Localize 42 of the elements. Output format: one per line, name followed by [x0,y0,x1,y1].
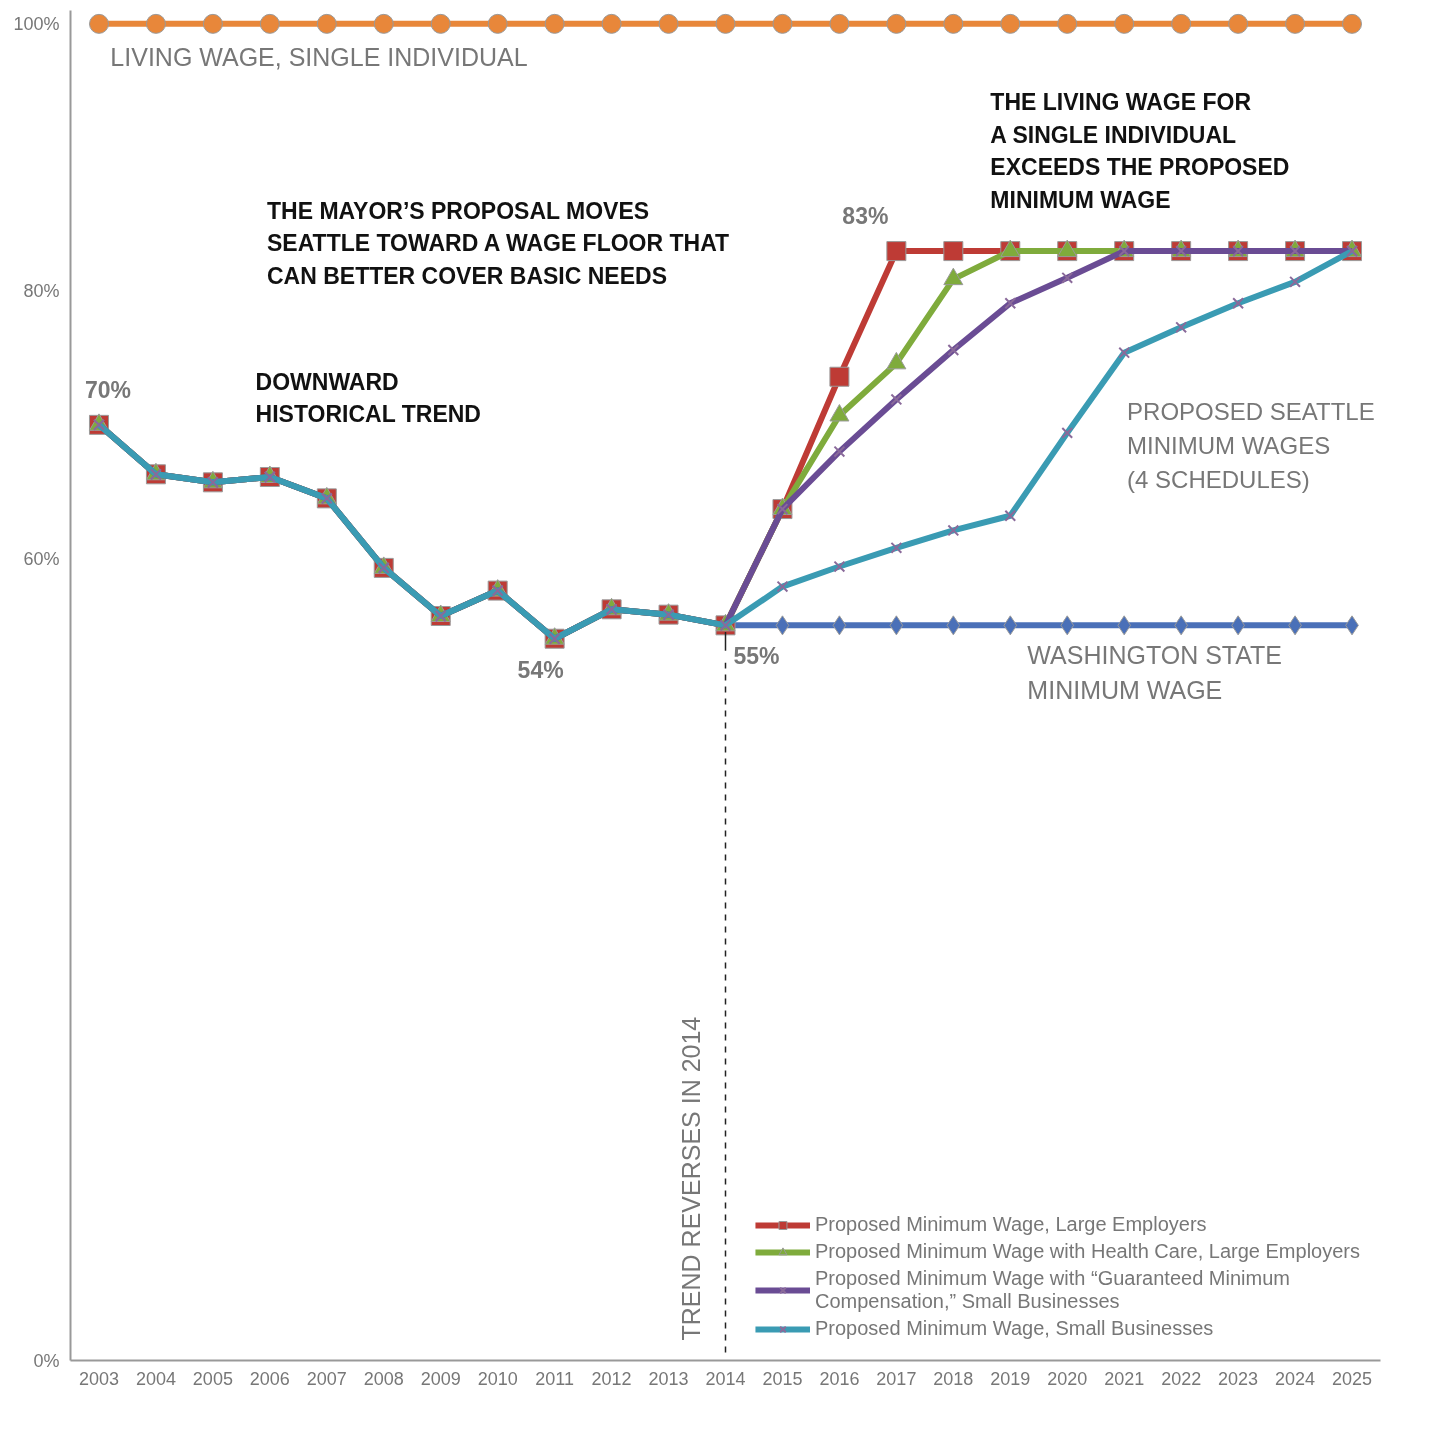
x-tick-label: 2016 [819,1368,860,1389]
x-tick-label: 2003 [78,1368,119,1389]
legend-label: Proposed Minimum Wage with Health Care, Large Employers [814,1240,1360,1263]
x-tick-label: 2008 [363,1368,404,1389]
x-tick-label: 2005 [192,1368,233,1389]
x-tick-label: 2022 [1161,1368,1202,1389]
x-tick-label: 2009 [420,1368,461,1389]
annotation: 55% [733,643,780,670]
x-tick-label: 2013 [648,1368,689,1389]
y-tick-label: 100% [13,13,60,34]
y-tick-label: 60% [23,548,60,569]
x-tick-label: 2018 [933,1368,974,1389]
x-tick-label: 2023 [1218,1368,1259,1389]
x-tick-label: 2007 [306,1368,347,1389]
x-tick-label: 2015 [762,1368,803,1389]
x-tick-label: 2014 [705,1368,746,1389]
annotation: LIVING WAGE, SINGLE INDIVIDUAL [110,42,528,71]
x-tick-label: 2012 [591,1368,632,1389]
x-tick-label: 2025 [1332,1368,1373,1389]
ref-line-label: TREND REVERSES IN 2014 [677,1016,705,1341]
annotation: 70% [84,376,132,403]
legend-label: Proposed Minimum Wage with “Guaranteed Minimum Compensation,” Small Businesses [814,1267,1290,1313]
y-tick-label: 80% [23,281,60,302]
legend-label: Proposed Minimum Wage, Small Businesses [814,1317,1214,1340]
x-tick-label: 2006 [249,1368,290,1389]
annotation: THE LIVING WAGE FOR A SINGLE INDIVIDUAL EXCEEDS THE PROPOSED MINIMUM WAGE [990,89,1290,213]
annotation: 54% [517,656,564,683]
legend-label: Proposed Minimum Wage, Large Employers [814,1213,1207,1236]
x-tick-label: 2011 [535,1368,574,1389]
annotation: DOWNWARD HISTORICAL TREND [255,368,481,428]
x-tick-label: 2020 [1047,1368,1088,1389]
y-tick-label: 0% [33,1350,60,1371]
x-tick-label: 2017 [876,1368,917,1389]
annotation: 83% [842,203,889,230]
x-tick-label: 2004 [135,1368,176,1389]
x-tick-label: 2021 [1104,1368,1145,1389]
x-tick-label: 2019 [990,1368,1031,1389]
annotation: WASHINGTON STATE MINIMUM WAGE [1027,641,1283,705]
annotation: PROPOSED SEATTLE MINIMUM WAGES (4 SCHEDULES) [1127,398,1375,493]
x-tick-label: 2010 [477,1368,518,1389]
annotation: THE MAYOR’S PROPOSAL MOVES SEATTLE TOWARD A WAGE FLOOR THAT CAN BETTER COVER BASIC NEEDS [267,197,730,289]
x-tick-label: 2024 [1275,1368,1316,1389]
